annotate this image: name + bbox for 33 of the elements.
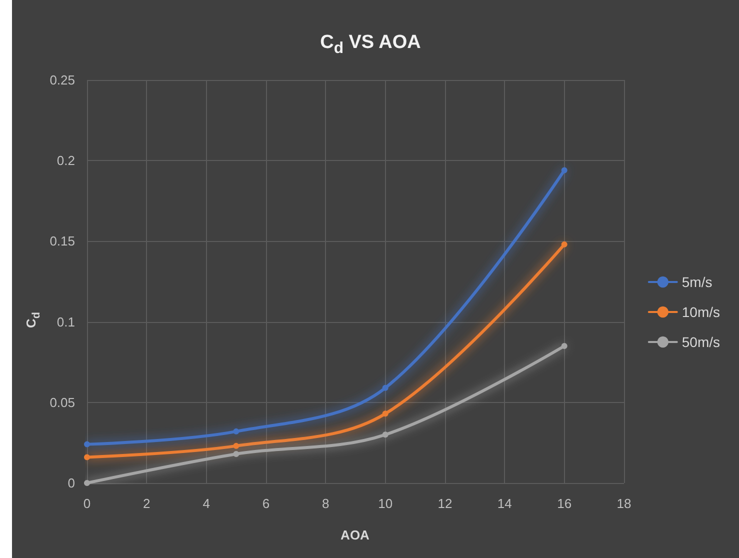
y-tick-label: 0.2: [56, 153, 75, 168]
legend-label: 10m/s: [682, 304, 720, 320]
x-tick-label: 18: [616, 496, 632, 511]
x-tick-label: 6: [262, 496, 270, 511]
point: [84, 441, 90, 448]
point: [233, 428, 240, 434]
point: [561, 342, 568, 349]
legend-label: 5m/s: [682, 274, 712, 290]
x-tick-label: 16: [557, 496, 572, 511]
chart-title: C$_{d}$ VS AOA: [319, 32, 422, 58]
y-tick-label: 0: [68, 476, 75, 490]
y-tick-label: 0.15: [50, 234, 75, 249]
x-tick-label: 8: [322, 496, 330, 511]
point: [382, 410, 388, 417]
x-tick-label: 12: [438, 496, 452, 511]
point: [233, 450, 240, 457]
point: [84, 454, 90, 460]
x-tick-label: 14: [497, 496, 512, 511]
x-tick-label: 2: [143, 496, 150, 511]
point: [233, 442, 240, 449]
point: [561, 167, 568, 174]
point: [84, 480, 90, 486]
x-tick-label: 0: [83, 496, 91, 511]
point: [561, 241, 568, 248]
y-tick-label: 0.25: [50, 72, 75, 88]
point: [382, 432, 388, 438]
x-tick-label: 4: [202, 496, 210, 511]
y-tick-label: 0.05: [50, 394, 75, 410]
point: [382, 384, 388, 391]
x-tick-label: 10: [378, 496, 393, 511]
legend-label: 50m/s: [682, 334, 720, 350]
y-tick-label: 0.1: [56, 314, 75, 330]
x-axis-title: AOA: [340, 528, 370, 542]
